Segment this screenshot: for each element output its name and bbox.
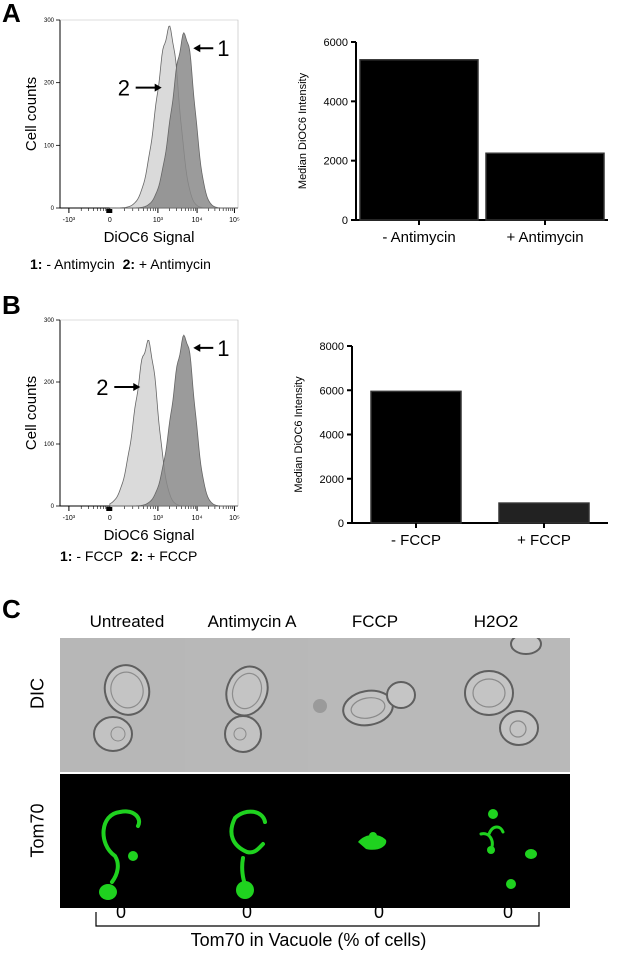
x-tick-label: -10³ [63, 217, 76, 224]
y-tick-label: 100 [44, 143, 55, 149]
bar-y-tick-label: 2000 [320, 474, 344, 486]
dic-image-fccp [308, 638, 447, 772]
dic-image-antimycin [185, 638, 324, 772]
arrow-1-head [193, 44, 201, 53]
x-tick-label: 0 [108, 217, 112, 224]
y-axis-label: Cell counts [23, 376, 40, 450]
dic-image-untreated [60, 638, 199, 772]
x-axis-label: DiOC6 Signal [104, 229, 195, 246]
arrow-2-label: 2 [96, 375, 108, 400]
bar-category-label: - FCCP [391, 532, 441, 549]
panel-letter-b: B [2, 290, 21, 320]
x-tick-label: 0 [108, 515, 112, 522]
bar-1 [359, 59, 479, 221]
x-tick-label: 10⁴ [192, 515, 203, 522]
bar-y-tick-label: 6000 [320, 385, 344, 397]
bar-y-axis-label: Median DiOC6 Intensity [297, 72, 309, 189]
histogram-series-1 [109, 32, 238, 209]
x-tick-label: 10³ [153, 515, 164, 522]
plot-border [60, 19, 239, 208]
y-tick-label: 100 [44, 442, 55, 448]
vacuole-value-fccp: 0 [373, 902, 384, 922]
x-tick-label: 10⁵ [229, 217, 240, 224]
arrow-2-head [133, 382, 141, 391]
y-tick-label: 300 [44, 18, 55, 24]
bar-category-label: + Antimycin [506, 229, 583, 246]
y-tick-label: 0 [51, 504, 55, 510]
column-head-untreated: Untreated [89, 612, 165, 631]
bar-category-label: + FCCP [517, 532, 571, 549]
plot-border [60, 319, 239, 506]
y-axis-label: Cell counts [23, 77, 40, 151]
bar-y-tick-label: 8000 [320, 341, 344, 353]
x-tick-label: 10⁵ [229, 515, 240, 522]
vacuole-value-antimycin: 0 [241, 902, 252, 922]
arrow-1-head [193, 343, 201, 352]
legend-text-1: - Antimycin [42, 256, 115, 272]
x-tick-label: 10⁴ [192, 217, 203, 224]
vacuole-axis-label: Tom70 in Vacuole (% of cells) [190, 930, 427, 950]
legend-num-2: 2: [122, 256, 136, 272]
bar-y-tick-label: 2000 [324, 156, 348, 168]
column-head-antimycin: Antimycin A [207, 612, 297, 631]
arrow-2-head [154, 83, 162, 92]
bar-y-tick-label: 6000 [324, 37, 348, 49]
bar-category-label: - Antimycin [382, 229, 455, 246]
arrow-1-label: 1 [217, 336, 229, 361]
bar-y-tick-label: 4000 [320, 430, 344, 442]
y-tick-label: 200 [44, 81, 55, 87]
column-head-fccp: FCCP [351, 612, 399, 631]
bar-y-axis-label: Median DiOC6 Intensity [293, 376, 305, 493]
legend-caption-a: 1: - Antimycin 2: + Antimycin [30, 256, 211, 272]
y-tick-label: 0 [51, 206, 55, 212]
bar-y-tick-label: 0 [342, 215, 348, 227]
y-tick-label: 200 [44, 380, 55, 386]
legend-text-2: + FCCP [143, 548, 198, 564]
arrow-2-label: 2 [118, 76, 130, 101]
legend-text-1: - FCCP [72, 548, 124, 564]
tom70-image-untreated [60, 774, 199, 908]
arrow-1-label: 1 [217, 36, 229, 61]
zero-marker [106, 507, 113, 511]
bar-y-tick-label: 0 [338, 518, 344, 530]
legend-num-2: 2: [130, 548, 144, 564]
tom70-image-fccp [308, 774, 447, 908]
tom70-image-antimycin [185, 774, 324, 908]
legend-caption-b: 1: - FCCP 2: + FCCP [60, 548, 197, 564]
vacuole-value-h2o2: 0 [502, 902, 513, 922]
tom70-image-h2o2 [431, 774, 570, 908]
column-head-h2o2: H2O2 [473, 612, 519, 631]
legend-num-1: 1: [60, 548, 73, 564]
bar-y-tick-label: 4000 [324, 96, 348, 108]
y-tick-label: 300 [44, 318, 55, 324]
x-tick-label: 10³ [153, 217, 164, 224]
bar-1 [370, 390, 462, 524]
x-axis-label: DiOC6 Signal [104, 527, 195, 544]
dic-image-h2o2 [431, 638, 570, 772]
panel-letter-c: C [2, 594, 21, 624]
legend-num-1: 1: [30, 256, 43, 272]
legend-text-2: + Antimycin [135, 256, 211, 272]
panel-letter-a: A [2, 0, 21, 28]
vacuole-value-untreated: 0 [115, 902, 126, 922]
x-tick-label: -10³ [63, 515, 76, 522]
histogram-series-1 [109, 334, 238, 507]
zero-marker [106, 209, 113, 213]
